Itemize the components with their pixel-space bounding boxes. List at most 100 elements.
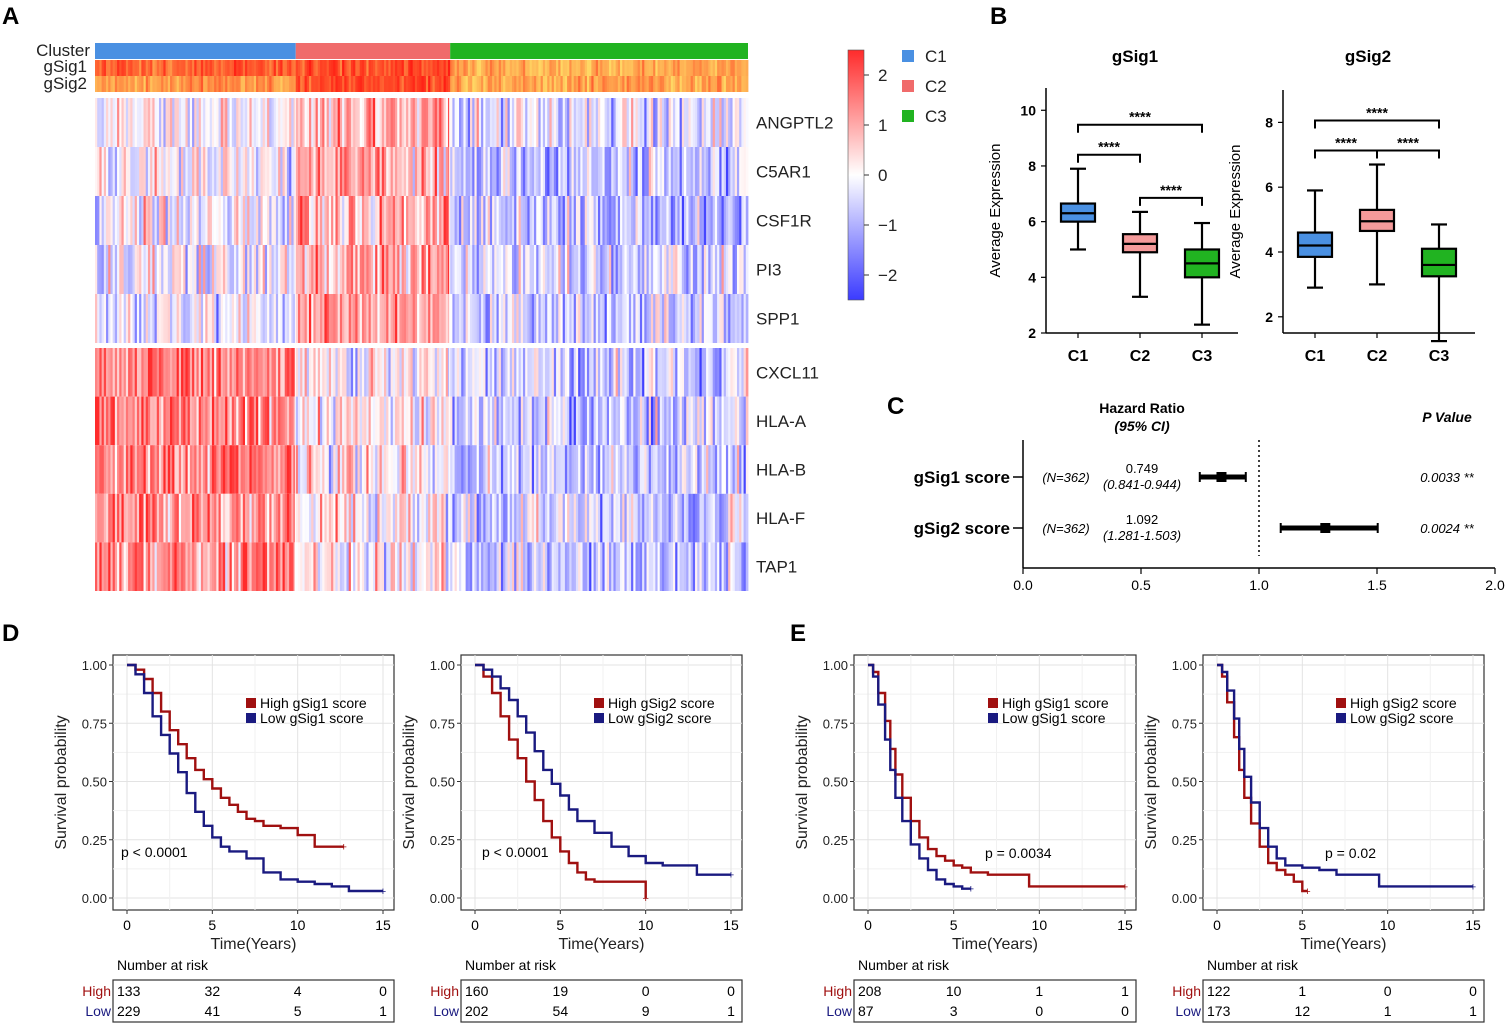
gsig2-cell — [106, 76, 109, 92]
heatmap-cell — [174, 147, 178, 196]
y-tick-label: 0.50 — [82, 775, 107, 790]
heatmap-cell — [110, 493, 114, 543]
heatmap-cell — [633, 542, 636, 591]
heatmap-cell — [719, 245, 722, 294]
heatmap-cell — [280, 445, 283, 494]
gsig1-cell — [452, 60, 455, 76]
heatmap-cell — [273, 294, 277, 343]
heatmap-cell — [163, 196, 166, 245]
heatmap-cell — [622, 196, 625, 245]
heatmap-cell — [699, 396, 703, 446]
heatmap-cell — [297, 493, 301, 543]
heatmap-cell — [684, 147, 687, 196]
gsig1-cell — [306, 60, 310, 76]
heatmap-cell — [410, 493, 414, 543]
heatmap-cell — [167, 493, 171, 543]
heatmap-cell — [741, 147, 744, 196]
heatmap-cell — [668, 98, 672, 147]
gsig2-cell — [222, 76, 226, 92]
gsig1-cell — [320, 60, 323, 76]
heatmap-cell — [461, 147, 464, 196]
heatmap-cell — [366, 493, 369, 543]
heatmap-cell — [648, 147, 652, 196]
heatmap-cell — [595, 542, 599, 591]
heatmap-cell — [320, 396, 323, 446]
heatmap-cell — [655, 542, 658, 591]
heatmap-cell — [692, 396, 696, 446]
gsig1-cell — [183, 60, 186, 76]
y-axis-title: Average Expression — [1227, 145, 1244, 279]
heatmap-cell — [500, 98, 504, 147]
heatmap-cell — [692, 147, 696, 196]
heatmap-cell — [666, 493, 669, 543]
heatmap-cell — [706, 294, 709, 343]
gsig2-cell — [626, 76, 630, 92]
y-tick-label: 10 — [1020, 102, 1036, 118]
heatmap-cell — [304, 542, 308, 591]
heatmap-cell — [496, 396, 500, 446]
heatmap-cell — [388, 445, 392, 494]
heatmap-cell — [280, 294, 283, 343]
heatmap-cell — [397, 493, 400, 543]
heatmap-cell — [139, 147, 142, 196]
heatmap-cell — [494, 348, 497, 397]
gsig1-cell — [688, 60, 692, 76]
heatmap-cell — [428, 542, 431, 591]
gsig2-cell — [229, 76, 233, 92]
heatmap-cell — [734, 98, 738, 147]
risk-table-group: High — [823, 983, 852, 999]
heatmap-cell — [236, 542, 239, 591]
heatmap-cell — [154, 493, 158, 543]
heatmap-cell — [571, 147, 575, 196]
heatmap-cell — [357, 493, 361, 543]
heatmap-cell — [483, 396, 486, 446]
heatmap-cell — [344, 542, 347, 591]
heatmap-cell — [103, 294, 107, 343]
heatmap-cell — [582, 396, 586, 446]
heatmap-cell — [428, 196, 431, 245]
heatmap-cell — [597, 493, 601, 543]
heatmap-cell — [624, 98, 628, 147]
x-tick-label: 15 — [375, 917, 391, 933]
heatmap-cell — [624, 396, 628, 446]
heatmap-cell — [379, 245, 383, 294]
heatmap-cell — [505, 445, 508, 494]
heatmap-cell — [675, 445, 678, 494]
heatmap-cell — [562, 294, 566, 343]
heatmap-cell — [721, 98, 725, 147]
heatmap-cell — [642, 98, 645, 147]
gsig2-cell — [324, 76, 328, 92]
heatmap-cell — [359, 396, 363, 446]
heatmap-cell — [463, 445, 467, 494]
gsig2-cell — [525, 76, 528, 92]
heatmap-cell — [467, 98, 471, 147]
heatmap-cell — [690, 147, 694, 196]
heatmap-cell — [326, 294, 330, 343]
heatmap-cell — [659, 245, 663, 294]
gsig2-cell — [465, 76, 469, 92]
heatmap-cell — [139, 348, 142, 397]
gsig1-cell — [450, 60, 453, 76]
heatmap-cell — [613, 98, 617, 147]
heatmap-cell — [172, 348, 175, 397]
heatmap-cell — [379, 396, 383, 446]
heatmap-cell — [189, 147, 193, 196]
heatmap-cell — [736, 493, 740, 543]
heatmap-cell — [419, 245, 422, 294]
heatmap-cell — [410, 294, 414, 343]
heatmap-cell — [582, 196, 586, 245]
heatmap-cell — [353, 493, 356, 543]
heatmap-cell — [229, 294, 233, 343]
heatmap-cell — [306, 348, 310, 397]
gsig1-cell — [434, 60, 438, 76]
heatmap-cell — [401, 348, 405, 397]
heatmap-cell — [432, 542, 436, 591]
heatmap-cell — [379, 147, 383, 196]
legend-key-low-gsig1-score — [988, 713, 998, 723]
gsig2-cell — [483, 76, 486, 92]
heatmap-cell — [200, 348, 204, 397]
heatmap-cell — [531, 245, 535, 294]
heatmap-cell — [335, 542, 339, 591]
y-tick-label: 6 — [1028, 214, 1036, 230]
heatmap-cell — [697, 294, 700, 343]
